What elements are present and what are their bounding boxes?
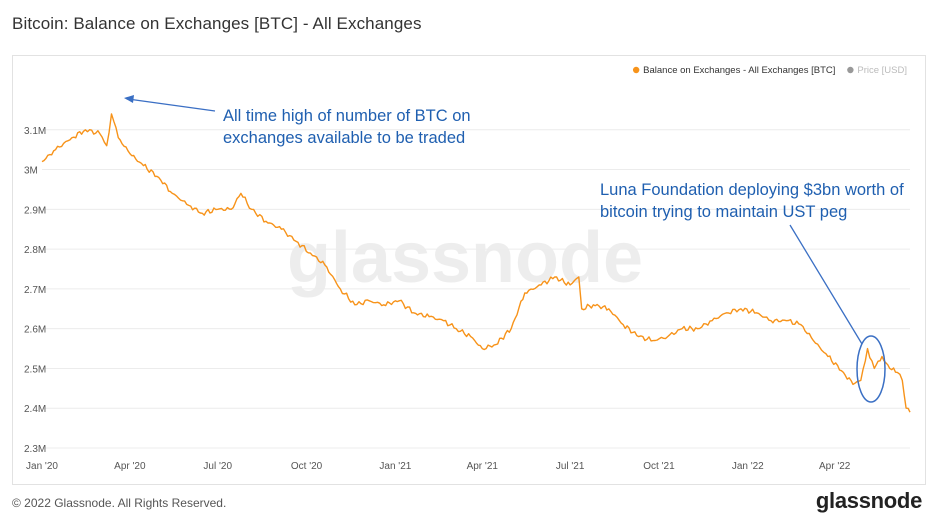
x-tick-label: Oct '21 (643, 461, 675, 472)
luna-pointer-line (789, 224, 863, 345)
chart-frame (12, 55, 926, 485)
x-tick-label: Jul '21 (556, 461, 585, 472)
x-tick-label: Apr '20 (114, 461, 146, 472)
y-tick-label: 2.6M (24, 325, 46, 336)
y-tick-label: 3.1M (24, 126, 46, 137)
grid-lines (42, 129, 910, 449)
glassnode-logo[interactable]: glassnode (815, 488, 922, 513)
annotation-ath-line2: exchanges available to be traded (223, 129, 466, 147)
y-tick-label: 2.7M (24, 285, 46, 296)
x-axis: Jan '20 Apr '20 Jul '20 Oct '20 Jan '21 Apr '… (26, 461, 851, 472)
y-tick-label: 2.5M (24, 364, 46, 375)
luna-highlight-ellipse (856, 335, 886, 403)
x-tick-label: Jan '22 (732, 461, 764, 472)
series-group (41, 113, 911, 413)
annotation-luna-line1: Luna Foundation deploying $3bn worth of (600, 181, 904, 199)
ath-arrow (127, 98, 216, 112)
legend-marker (847, 66, 854, 74)
x-tick-label: Oct '20 (291, 461, 323, 472)
x-tick-label: Jan '21 (379, 461, 411, 472)
annotation-luna: Luna Foundation deploying $3bn worth of … (600, 179, 904, 223)
x-tick-label: Apr '21 (467, 461, 499, 472)
x-tick-label: Apr '22 (819, 461, 851, 472)
legend-item-label[interactable]: Balance on Exchanges - All Exchanges [BT… (643, 65, 835, 76)
y-axis: 2.3M 2.4M 2.5M 2.6M 2.7M 2.8M 2.9M 3M 3.1M (24, 126, 46, 455)
y-tick-label: 2.3M (24, 444, 46, 455)
x-tick-label: Jul '20 (203, 461, 232, 472)
annotation-ath: All time high of number of BTC on exchan… (223, 105, 471, 149)
page-title: Bitcoin: Balance on Exchanges [BTC] - Al… (12, 14, 422, 33)
annotation-ath-line1: All time high of number of BTC on (223, 107, 471, 125)
watermark: glassnode (287, 218, 643, 298)
ath-arrow-head (124, 95, 134, 103)
series-line-0 (41, 113, 911, 413)
y-tick-label: 2.8M (24, 245, 46, 256)
y-tick-label: 2.4M (24, 404, 46, 415)
annotation-luna-line2: bitcoin trying to maintain UST peg (600, 203, 848, 221)
legend-item-label[interactable]: Price [USD] (857, 65, 907, 76)
annotation-shapes (124, 95, 886, 403)
y-tick-label: 2.9M (24, 205, 46, 216)
legend-marker (632, 66, 640, 74)
x-tick-label: Jan '20 (26, 461, 58, 472)
copyright-text: © 2022 Glassnode. All Rights Reserved. (12, 496, 227, 510)
y-tick-label: 3M (24, 166, 38, 177)
legend: Price [USD] Balance on Exchanges - All Ex… (632, 65, 907, 76)
